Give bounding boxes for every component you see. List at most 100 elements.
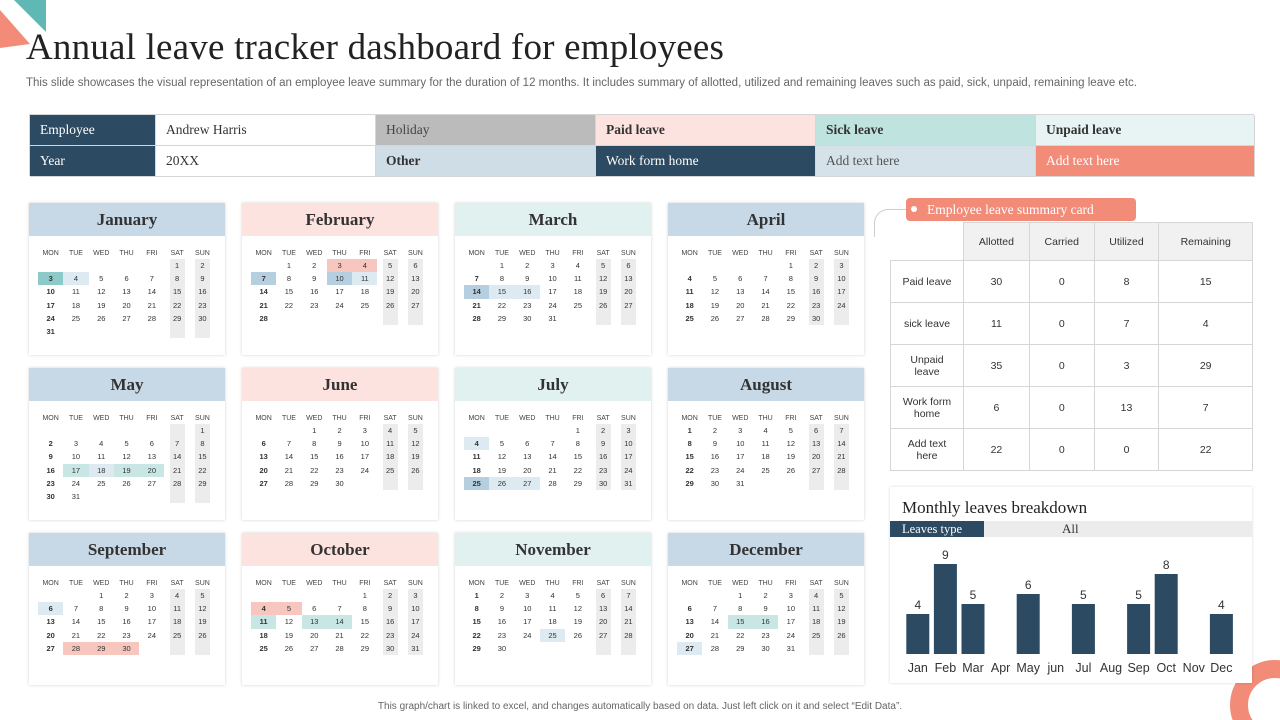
day-cell[interactable]: 15 — [284, 287, 294, 297]
day-cell[interactable]: 9 — [337, 439, 342, 449]
day-cell[interactable]: 11 — [386, 439, 395, 449]
day-cell[interactable]: 13 — [811, 439, 821, 449]
day-cell[interactable]: 12 — [284, 617, 294, 627]
day-cell[interactable]: 8 — [362, 604, 367, 614]
day-cell[interactable]: 2 — [312, 261, 317, 270]
day-cell[interactable]: 10 — [523, 604, 532, 614]
day-cell[interactable]: 22 — [172, 300, 182, 310]
day-cell[interactable]: 7 — [839, 426, 844, 435]
day-cell[interactable]: 12 — [497, 452, 507, 462]
day-cell[interactable]: 14 — [624, 604, 633, 614]
day-cell[interactable]: 29 — [172, 313, 182, 323]
day-cell[interactable]: 4 — [99, 439, 104, 449]
day-cell[interactable]: 2 — [525, 261, 530, 270]
day-cell[interactable]: 13 — [736, 287, 745, 297]
day-cell[interactable]: 22 — [284, 300, 294, 310]
day-cell[interactable]: 1 — [312, 426, 317, 435]
day-cell[interactable]: 5 — [200, 591, 205, 600]
day-cell[interactable]: 23 — [122, 630, 131, 640]
day-cell[interactable]: 23 — [710, 465, 720, 475]
day-cell[interactable]: 11 — [352, 272, 378, 286]
day-cell[interactable]: 4 — [763, 426, 768, 435]
day-cell[interactable]: 20 — [310, 630, 319, 640]
day-cell[interactable]: 31 — [411, 643, 420, 653]
day-cell[interactable]: 13 — [122, 287, 131, 297]
day-cell[interactable]: 18 — [685, 300, 694, 310]
year-value[interactable]: 20XX — [156, 146, 376, 177]
day-cell[interactable]: 24 — [46, 313, 55, 323]
day-cell[interactable]: 26 — [198, 630, 207, 640]
day-cell[interactable]: 19 — [837, 617, 846, 627]
day-cell[interactable]: 10 — [548, 274, 557, 284]
day-cell[interactable]: 6 — [626, 261, 631, 270]
day-cell[interactable]: 24 — [360, 465, 369, 475]
day-cell[interactable]: 5 — [276, 602, 302, 616]
day-cell[interactable]: 27 — [46, 643, 55, 653]
day-cell[interactable]: 28 — [548, 478, 557, 488]
day-cell[interactable]: 29 — [786, 313, 795, 323]
day-cell[interactable]: 31 — [624, 478, 633, 488]
day-cell[interactable]: 26 — [573, 630, 582, 640]
day-cell[interactable]: 25 — [97, 478, 106, 488]
day-cell[interactable]: 17 — [624, 452, 633, 462]
day-cell[interactable]: 10 — [736, 439, 745, 449]
day-cell[interactable]: 31 — [46, 326, 55, 336]
day-cell[interactable]: 5 — [712, 274, 718, 284]
day-cell[interactable]: 22 — [198, 465, 207, 475]
day-cell[interactable]: 2 — [337, 426, 342, 435]
day-cell[interactable]: 7 — [550, 439, 555, 449]
day-cell[interactable]: 3 — [326, 259, 353, 273]
day-cell[interactable]: 7 — [337, 604, 342, 614]
day-cell[interactable]: 9 — [200, 274, 205, 284]
day-cell[interactable]: 11 — [72, 287, 80, 297]
day-cell[interactable]: 26 — [97, 313, 106, 323]
day-cell[interactable]: 11 — [548, 604, 557, 614]
day-cell[interactable]: 25 — [685, 313, 694, 323]
day-cell[interactable]: 15 — [786, 287, 795, 297]
day-cell[interactable]: 12 — [710, 287, 720, 297]
day-cell[interactable]: 20 — [685, 630, 694, 640]
day-cell[interactable]: 16 — [122, 617, 131, 627]
day-cell[interactable]: 21 — [710, 630, 720, 640]
day-cell[interactable]: 18 — [385, 452, 395, 462]
day-cell[interactable]: 12 — [122, 452, 131, 462]
day-cell[interactable]: 9 — [763, 604, 768, 614]
day-cell[interactable]: 11 — [472, 452, 481, 462]
day-cell[interactable]: 27 — [811, 465, 821, 475]
day-cell[interactable]: 7 — [763, 274, 768, 284]
day-cell[interactable]: 14 — [259, 287, 268, 297]
day-cell[interactable]: 14 — [284, 452, 294, 462]
day-cell[interactable]: 1 — [687, 426, 692, 435]
day-cell[interactable]: 11 — [97, 452, 106, 462]
day-cell[interactable]: 16 — [752, 615, 779, 629]
day-cell[interactable]: 9 — [499, 604, 505, 614]
day-cell[interactable]: 14 — [761, 287, 770, 297]
day-cell[interactable]: 26 — [786, 465, 795, 475]
bar-jan[interactable] — [906, 614, 930, 654]
day-cell[interactable]: 26 — [411, 465, 420, 475]
day-cell[interactable]: 1 — [286, 261, 292, 270]
day-cell[interactable]: 24 — [335, 300, 344, 310]
day-cell[interactable]: 21 — [624, 617, 633, 627]
day-cell[interactable]: 19 — [573, 617, 582, 627]
day-cell[interactable]: 27 — [736, 313, 745, 323]
day-cell[interactable]: 24 — [523, 630, 532, 640]
day-cell[interactable]: 28 — [147, 313, 156, 323]
day-cell[interactable]: 14 — [71, 617, 81, 627]
day-cell[interactable]: 16 — [310, 287, 319, 297]
day-cell[interactable]: 30 — [523, 313, 532, 323]
day-cell[interactable]: 5 — [99, 274, 104, 284]
day-cell[interactable]: 12 — [573, 604, 582, 614]
day-cell[interactable]: 20 — [259, 465, 268, 475]
day-cell[interactable]: 18 — [71, 300, 81, 310]
day-cell[interactable]: 19 — [710, 300, 720, 310]
day-cell[interactable]: 1 — [175, 261, 180, 270]
day-cell[interactable]: 22 — [97, 630, 106, 640]
day-cell[interactable]: 25 — [539, 628, 566, 642]
day-cell[interactable]: 7 — [175, 439, 180, 449]
day-cell[interactable]: 16 — [710, 452, 720, 462]
day-cell[interactable]: 15 — [172, 287, 182, 297]
day-cell[interactable]: 4 — [63, 272, 89, 286]
day-cell[interactable]: 12 — [786, 439, 795, 449]
day-cell[interactable]: 23 — [523, 300, 532, 310]
